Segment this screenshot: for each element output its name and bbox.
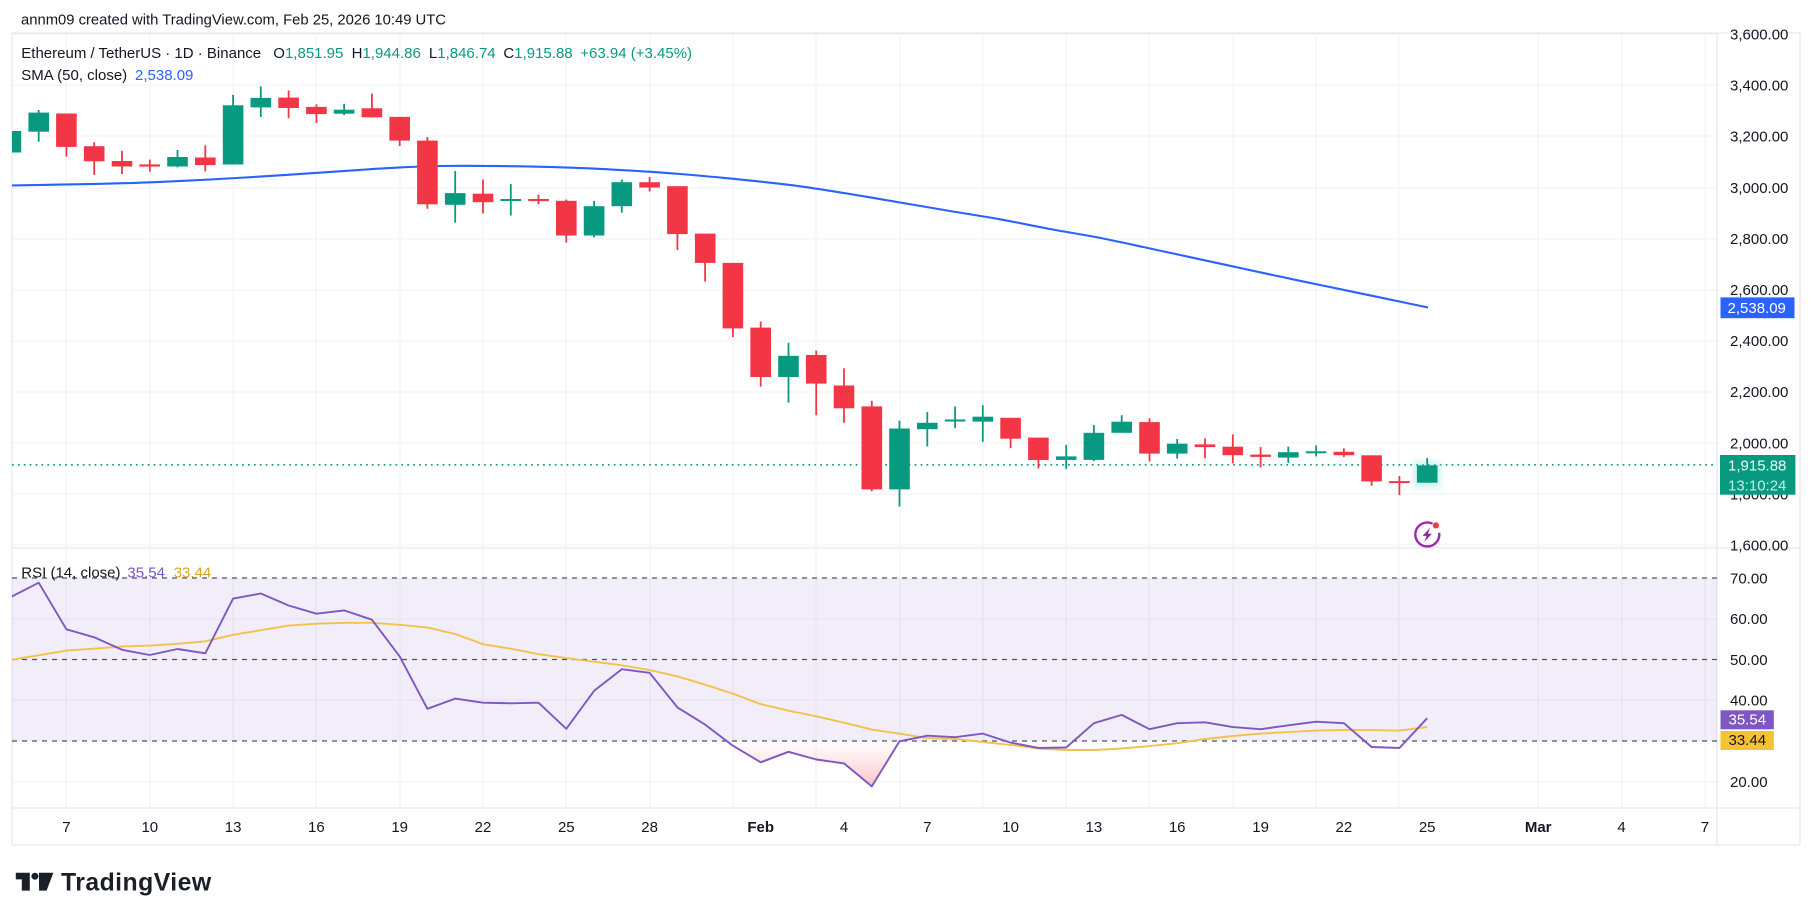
svg-text:2,800.00: 2,800.00: [1730, 231, 1788, 248]
svg-text:+63.94 (+3.45%): +63.94 (+3.45%): [580, 45, 692, 62]
svg-text:annm09 created with TradingVie: annm09 created with TradingView.com, Feb…: [21, 13, 446, 29]
svg-text:3,400.00: 3,400.00: [1730, 78, 1788, 95]
svg-text:4: 4: [840, 819, 848, 836]
svg-text:3,600.00: 3,600.00: [1730, 27, 1788, 44]
svg-text:25: 25: [558, 819, 575, 836]
svg-text:2,538.09: 2,538.09: [1728, 300, 1786, 317]
svg-text:1,915.88: 1,915.88: [1728, 458, 1786, 475]
svg-text:50.00: 50.00: [1730, 652, 1768, 669]
svg-text:O1,851.95: O1,851.95: [273, 45, 343, 62]
svg-text:Ethereum / TetherUS · 1D · Bin: Ethereum / TetherUS · 1D · Binance: [21, 45, 261, 62]
svg-text:13:10:24: 13:10:24: [1728, 477, 1786, 494]
svg-text:SMA (50, close): SMA (50, close): [21, 67, 127, 84]
svg-text:7: 7: [62, 819, 70, 836]
svg-text:3,000.00: 3,000.00: [1730, 180, 1788, 197]
svg-text:20.00: 20.00: [1730, 774, 1768, 791]
svg-text:19: 19: [391, 819, 408, 836]
svg-text:33.44: 33.44: [1729, 732, 1767, 749]
svg-text:2,000.00: 2,000.00: [1730, 435, 1788, 452]
svg-text:Feb: Feb: [747, 819, 774, 836]
svg-text:2,538.09: 2,538.09: [135, 67, 193, 84]
svg-text:3,200.00: 3,200.00: [1730, 129, 1788, 146]
svg-text:TradingView: TradingView: [61, 870, 212, 897]
svg-text:7: 7: [923, 819, 931, 836]
svg-text:70.00: 70.00: [1730, 570, 1768, 587]
svg-text:1,600.00: 1,600.00: [1730, 538, 1788, 555]
svg-text:16: 16: [1169, 819, 1186, 836]
svg-text:22: 22: [1336, 819, 1353, 836]
svg-text:16: 16: [308, 819, 325, 836]
svg-text:7: 7: [1701, 819, 1709, 836]
svg-text:2,400.00: 2,400.00: [1730, 333, 1788, 350]
svg-text:19: 19: [1252, 819, 1269, 836]
svg-text:4: 4: [1617, 819, 1625, 836]
svg-text:35.54: 35.54: [1729, 712, 1767, 729]
svg-text:40.00: 40.00: [1730, 693, 1768, 710]
svg-text:13: 13: [1086, 819, 1103, 836]
svg-text:33.44: 33.44: [174, 564, 212, 581]
svg-text:2,600.00: 2,600.00: [1730, 282, 1788, 299]
svg-text:Mar: Mar: [1525, 819, 1552, 836]
svg-text:10: 10: [141, 819, 158, 836]
svg-text:28: 28: [641, 819, 658, 836]
svg-text:13: 13: [225, 819, 242, 836]
svg-text:C1,915.88: C1,915.88: [503, 45, 572, 62]
svg-text:RSI (14, close): RSI (14, close): [21, 564, 120, 581]
svg-text:25: 25: [1419, 819, 1436, 836]
svg-text:H1,944.86: H1,944.86: [352, 45, 421, 62]
svg-text:2,200.00: 2,200.00: [1730, 384, 1788, 401]
svg-text:L1,846.74: L1,846.74: [429, 45, 496, 62]
svg-text:10: 10: [1002, 819, 1019, 836]
svg-text:22: 22: [475, 819, 492, 836]
svg-text:60.00: 60.00: [1730, 611, 1768, 628]
svg-text:35.54: 35.54: [127, 564, 165, 581]
